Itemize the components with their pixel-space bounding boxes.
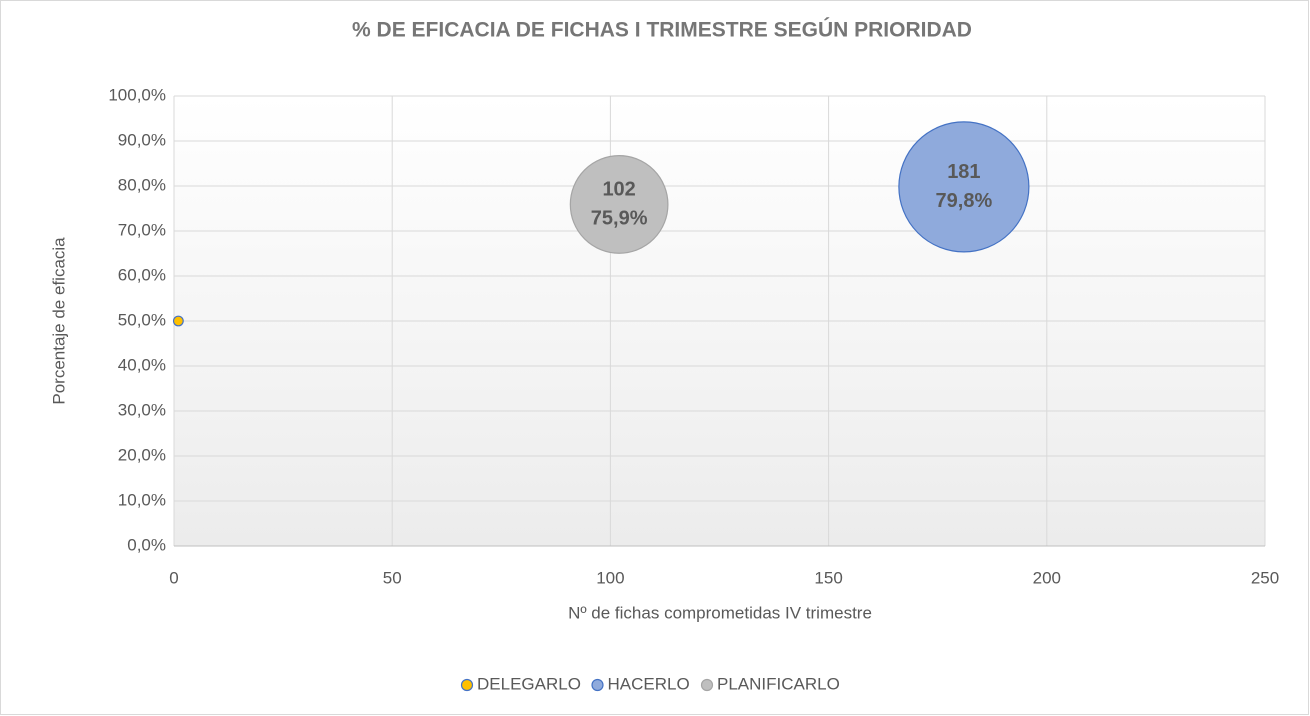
y-tick-label: 50,0% [118, 310, 166, 329]
legend-marker [591, 678, 604, 692]
y-tick-label: 100,0% [108, 85, 166, 104]
y-tick-label: 20,0% [118, 445, 166, 464]
data-label: 181 [947, 161, 980, 183]
legend-label: PLANIFICARLO [717, 674, 840, 693]
data-label: 75,9% [591, 208, 648, 230]
x-tick-label: 100 [596, 568, 624, 587]
y-tick-label: 40,0% [118, 355, 166, 374]
y-tick-label: 80,0% [118, 175, 166, 194]
y-tick-label: 10,0% [118, 490, 166, 509]
data-label: 102 [602, 179, 635, 201]
x-tick-label: 250 [1251, 568, 1279, 587]
bubble [898, 121, 1030, 253]
x-tick-label: 0 [169, 568, 178, 587]
y-tick-label: 70,0% [118, 220, 166, 239]
legend-label: DELEGARLO [477, 674, 581, 693]
x-tick-label: 200 [1033, 568, 1061, 587]
y-tick-label: 90,0% [118, 130, 166, 149]
y-axis-label: Porcentaje de eficacia [49, 237, 68, 405]
x-axis-label: Nº de fichas comprometidas IV trimestre [568, 603, 872, 622]
chart-title: % DE EFICACIA DE FICHAS I TRIMESTRE SEGÚ… [352, 18, 972, 42]
data-label: 79,8% [936, 190, 993, 212]
x-tick-label: 150 [814, 568, 842, 587]
legend-label: HACERLO [608, 674, 690, 693]
legend-marker [700, 678, 714, 692]
y-tick-label: 30,0% [118, 400, 166, 419]
legend-marker [460, 678, 474, 692]
bubble [569, 155, 669, 254]
y-tick-label: 0,0% [127, 535, 166, 554]
bubble [172, 315, 184, 327]
x-tick-label: 50 [383, 568, 402, 587]
y-tick-label: 60,0% [118, 265, 166, 284]
